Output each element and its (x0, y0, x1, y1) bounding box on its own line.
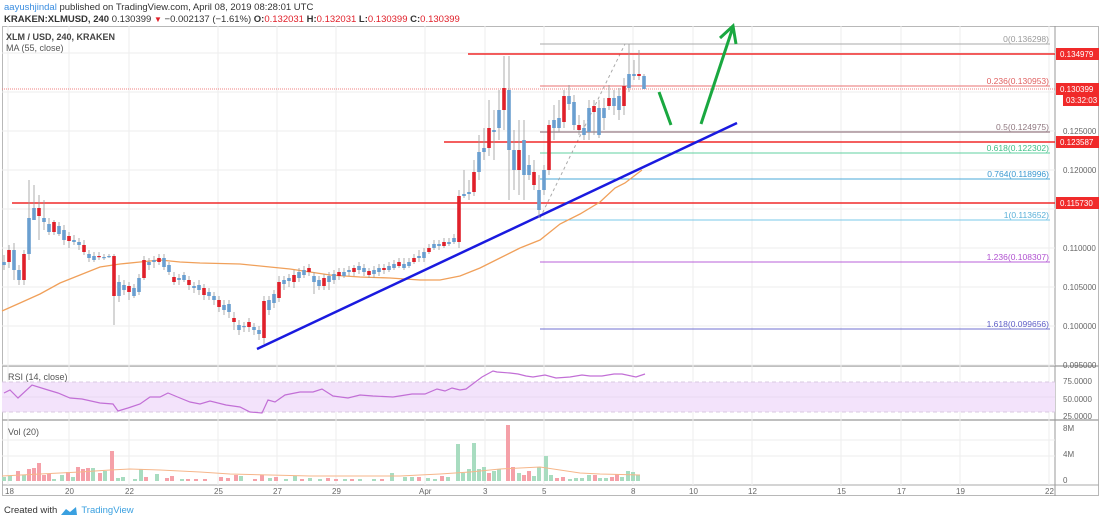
close-label: C: (410, 14, 421, 25)
svg-text:17: 17 (897, 487, 906, 496)
volume-ma-line (1, 466, 641, 477)
svg-text:03:32:03: 03:32:03 (1066, 96, 1098, 105)
svg-text:0.100000: 0.100000 (1063, 322, 1097, 331)
svg-text:0.764(0.118996): 0.764(0.118996) (987, 169, 1049, 179)
ohlc-header: KRAKEN:XLMUSD, 240 0.130399 ▼ −0.002137 … (4, 14, 460, 25)
high-value: 0.132031 (316, 14, 357, 25)
time-axis[interactable]: 18 20 22 25 27 29 Apr 3 5 8 10 12 15 17 … (5, 487, 1054, 496)
svg-text:1.618(0.099656): 1.618(0.099656) (987, 319, 1050, 329)
svg-text:0(0.136298): 0(0.136298) (1003, 34, 1049, 44)
svg-text:8: 8 (631, 487, 636, 496)
svg-text:0.5(0.124975): 0.5(0.124975) (996, 122, 1049, 132)
horizontal-lines[interactable] (12, 53, 1055, 204)
tradingview-logo-icon (61, 506, 78, 515)
down-arrow-icon: ▼ (153, 15, 162, 24)
price-axis[interactable]: 0.125000 0.120000 0.110000 0.105000 0.10… (1063, 127, 1097, 485)
svg-text:1.236(0.108307): 1.236(0.108307) (987, 252, 1050, 262)
svg-text:15: 15 (837, 487, 846, 496)
svg-text:19: 19 (956, 487, 965, 496)
trend-line[interactable] (256, 121, 738, 351)
price-tags: 0.134979 0.130399 03:32:03 0.123587 0.11… (1056, 48, 1099, 209)
svg-text:0.105000: 0.105000 (1063, 283, 1097, 292)
svg-text:0.134979: 0.134979 (1060, 50, 1094, 59)
svg-text:0.110000: 0.110000 (1063, 244, 1096, 253)
svg-text:10: 10 (689, 487, 698, 496)
svg-text:0.125000: 0.125000 (1063, 127, 1097, 136)
symbol-label: KRAKEN:XLMUSD, 240 (4, 14, 110, 25)
svg-text:3: 3 (483, 487, 488, 496)
projection-arrows[interactable] (657, 23, 738, 126)
close-value: 0.130399 (420, 14, 460, 25)
svg-text:0.123587: 0.123587 (1060, 138, 1094, 147)
created-with-text: Created with (4, 505, 58, 516)
fibonacci-retracement[interactable]: 0(0.136298) 0.236(0.130953) 0.5(0.124975… (539, 34, 1050, 330)
open-value: 0.132031 (264, 14, 304, 25)
svg-text:0.095000: 0.095000 (1063, 361, 1097, 370)
chart-title[interactable]: XLM / USD, 240, KRAKEN (6, 32, 116, 42)
ma-legend[interactable]: MA (55, close) (6, 43, 64, 53)
publish-info: aayushjindal published on TradingView.co… (4, 2, 313, 13)
price-change: −0.002137 (−1.61%) (164, 14, 252, 25)
candlesticks[interactable] (2, 44, 646, 344)
svg-text:0.130399: 0.130399 (1060, 85, 1094, 94)
svg-text:1(0.113652): 1(0.113652) (1004, 210, 1049, 220)
svg-text:Apr: Apr (419, 487, 432, 496)
rsi-legend[interactable]: RSI (14, close) (8, 372, 68, 382)
svg-text:12: 12 (748, 487, 757, 496)
svg-text:18: 18 (5, 487, 14, 496)
svg-text:0.120000: 0.120000 (1063, 166, 1097, 175)
low-label: L: (358, 14, 368, 25)
svg-text:0.236(0.130953): 0.236(0.130953) (987, 76, 1050, 86)
svg-text:25: 25 (214, 487, 223, 496)
svg-text:0.618(0.122302): 0.618(0.122302) (987, 143, 1050, 153)
svg-text:75.0000: 75.0000 (1063, 377, 1092, 386)
svg-text:0.115730: 0.115730 (1060, 199, 1093, 208)
volume-bars (2, 425, 640, 481)
publish-text: published on TradingView.com, April 08, … (56, 2, 314, 13)
ma-line (1, 169, 643, 312)
svg-text:25.0000: 25.0000 (1063, 412, 1092, 421)
author-link[interactable]: aayushjindal (4, 2, 57, 13)
svg-text:22: 22 (125, 487, 134, 496)
svg-text:5: 5 (542, 487, 547, 496)
high-label: H: (306, 14, 317, 25)
svg-text:29: 29 (332, 487, 341, 496)
rsi-line (3, 370, 646, 414)
svg-text:27: 27 (273, 487, 282, 496)
chart-frame (2, 26, 1099, 496)
low-value: 0.130399 (367, 14, 408, 25)
open-label: O: (253, 14, 265, 25)
last-price: 0.130399 (111, 14, 152, 25)
svg-text:0: 0 (1063, 476, 1068, 485)
svg-text:20: 20 (65, 487, 74, 496)
footer: Created with TradingView (4, 505, 134, 516)
volume-legend[interactable]: Vol (20) (8, 427, 40, 437)
svg-text:8M: 8M (1063, 424, 1074, 433)
svg-text:50.0000: 50.0000 (1063, 395, 1092, 404)
svg-text:22: 22 (1045, 487, 1054, 496)
tradingview-link[interactable]: TradingView (81, 505, 134, 516)
svg-text:4M: 4M (1063, 450, 1074, 459)
